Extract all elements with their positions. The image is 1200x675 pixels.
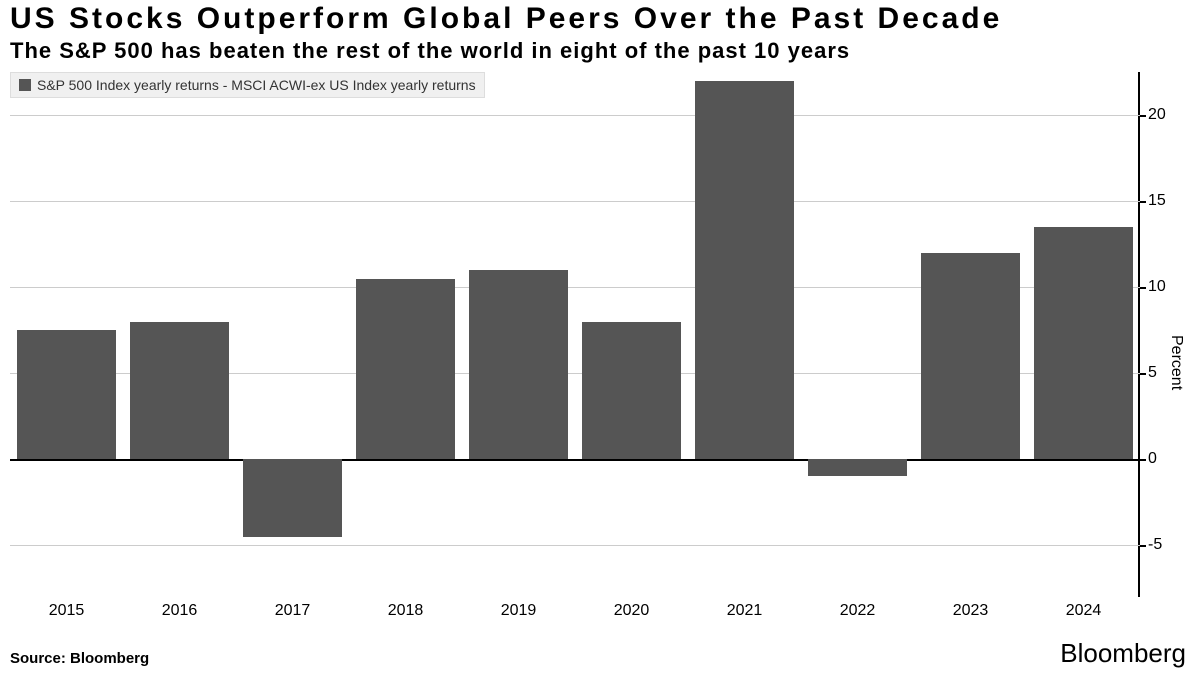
bar [243, 459, 342, 536]
bar [1034, 227, 1133, 459]
bar [582, 322, 681, 460]
y-tick-label: 0 [1148, 450, 1188, 468]
gridline [10, 201, 1140, 202]
y-tick-mark [1140, 545, 1146, 547]
zero-line [10, 459, 1140, 461]
legend-label: S&P 500 Index yearly returns - MSCI ACWI… [37, 77, 476, 93]
x-tick-label: 2020 [614, 602, 650, 620]
y-tick-mark [1140, 201, 1146, 203]
legend-swatch-icon [19, 79, 31, 91]
x-tick-label: 2019 [501, 602, 537, 620]
gridline [10, 115, 1140, 116]
bar [695, 81, 794, 460]
gridline [10, 545, 1140, 546]
x-tick-label: 2017 [275, 602, 311, 620]
y-tick-label: 10 [1148, 278, 1188, 296]
bar [469, 270, 568, 459]
bar [921, 253, 1020, 460]
x-tick-label: 2023 [953, 602, 989, 620]
y-tick-label: 20 [1148, 106, 1188, 124]
chart-title: US Stocks Outperform Global Peers Over t… [10, 2, 1002, 36]
bar [130, 322, 229, 460]
bar [808, 459, 907, 476]
plot-area [10, 72, 1140, 597]
y-tick-label: 15 [1148, 192, 1188, 210]
x-tick-label: 2022 [840, 602, 876, 620]
chart-subtitle: The S&P 500 has beaten the rest of the w… [10, 38, 850, 64]
y-tick-mark [1140, 459, 1146, 461]
x-tick-label: 2024 [1066, 602, 1102, 620]
y-tick-mark [1140, 287, 1146, 289]
bar [17, 330, 116, 459]
y-tick-label: 5 [1148, 364, 1188, 382]
y-tick-mark [1140, 115, 1146, 117]
x-tick-label: 2018 [388, 602, 424, 620]
x-tick-label: 2015 [49, 602, 85, 620]
x-tick-label: 2016 [162, 602, 198, 620]
bar [356, 279, 455, 460]
legend: S&P 500 Index yearly returns - MSCI ACWI… [10, 72, 485, 98]
y-tick-label: -5 [1148, 536, 1188, 554]
x-tick-label: 2021 [727, 602, 763, 620]
brand-logo: Bloomberg [1060, 638, 1186, 669]
y-tick-mark [1140, 373, 1146, 375]
source-text: Source: Bloomberg [10, 650, 149, 667]
y-axis-line [1138, 72, 1140, 597]
